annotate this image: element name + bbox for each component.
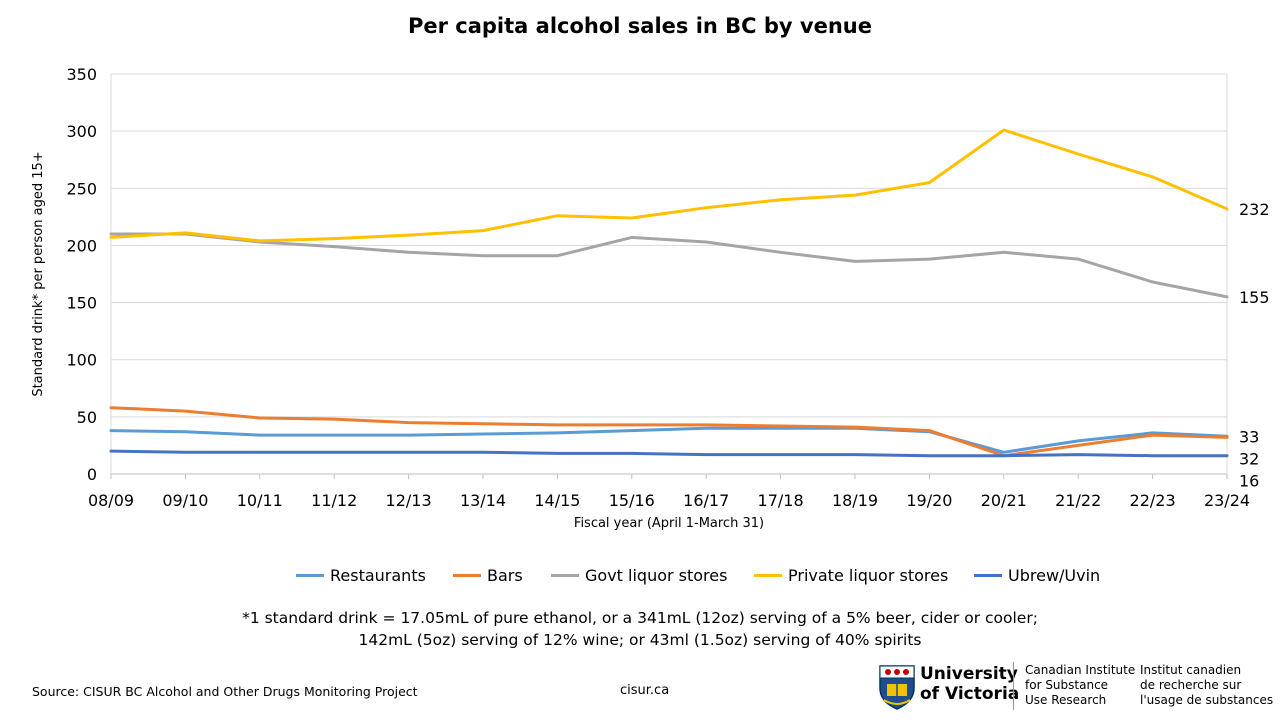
legend-item-private-liquor-stores: Private liquor stores [754,566,948,585]
x-tick-label: 08/09 [88,491,134,510]
legend-item-restaurants: Restaurants [296,566,426,585]
legend-label: Ubrew/Uvin [1008,566,1101,585]
legend-label: Private liquor stores [788,566,949,585]
line-chart: 0 50 100 150 200 250 300 350 08/09 09/10 10/11 11/1… [31,65,1270,531]
legend-item-govt-liquor-stores: Govt liquor stores [551,566,727,585]
institute-fr-line-1: Institut canadien [1140,663,1242,677]
footnote: *1 standard drink = 17.05mL of pure etha… [0,607,1280,651]
y-tick-label: 250 [66,179,97,198]
y-tick-label: 100 [66,351,97,370]
institute-en-line-2: for Substance [1025,678,1109,692]
x-tick-label: 16/17 [683,491,729,510]
source-text: Source: CISUR BC Alcohol and Other Drugs… [32,684,418,699]
x-tick-label: 18/19 [832,491,878,510]
institute-fr-line-2: de recherche sur [1140,678,1242,692]
x-tick-label: 22/23 [1130,491,1176,510]
legend-label: Govt liquor stores [585,566,728,585]
uvic-crest-icon [879,665,915,710]
institute-name-en: Canadian Institute for Substance Use Res… [1025,663,1135,708]
x-tick-label: 14/15 [534,491,580,510]
series-line-ubrew-uvin [109,449,1229,458]
y-tick-label: 0 [87,465,97,484]
x-tick-label: 20/21 [981,491,1027,510]
x-tick-label: 11/12 [311,491,357,510]
university-name-line-2: of Victoria [920,684,1020,704]
y-tick-label: 200 [66,236,97,255]
y-tick-label: 300 [66,122,97,141]
website-link[interactable]: cisur.ca [620,683,670,698]
university-name-line-1: University [920,664,1018,684]
end-label-private-liquor-stores: 232 [1239,200,1270,219]
x-axis-title: Fiscal year (April 1-March 31) [574,516,764,531]
legend-label: Restaurants [330,566,426,585]
legend-item-ubrew-uvin: Ubrew/Uvin [974,566,1100,585]
legend-swatch [551,574,579,577]
university-name: University of Victoria [920,664,1019,704]
end-label-ubrew-uvin: 16 [1239,471,1259,490]
x-tick-label: 15/16 [609,491,655,510]
series-line-restaurants [109,426,1229,454]
x-tick-label: 21/22 [1055,491,1101,510]
end-label-govt-liquor-stores: 155 [1239,288,1270,307]
x-tick-label: 09/10 [162,491,208,510]
institute-fr-line-3: l'usage de substances [1140,693,1274,707]
y-tick-label: 50 [77,408,97,427]
x-tick-label: 19/20 [906,491,952,510]
logo: University of Victoria Canadian Institut… [876,662,1276,712]
series-line-bars [109,406,1229,458]
y-tick-label: 350 [66,65,97,84]
x-tick-label: 17/18 [758,491,804,510]
x-tick-label: 10/11 [237,491,283,510]
legend-item-bars: Bars [453,566,523,585]
y-tick-label: 150 [66,294,97,313]
legend-label: Bars [487,566,523,585]
x-tick-label: 23/24 [1204,491,1250,510]
legend-swatch [754,574,782,577]
legend-swatch [453,574,481,577]
institute-en-line-3: Use Research [1025,693,1107,707]
series-line-private-liquor-stores [109,128,1229,243]
footnote-line-1: *1 standard drink = 17.05mL of pure etha… [242,609,1038,627]
legend-swatch [296,574,324,577]
y-axis-title: Standard drink* per person aged 15+ [31,151,46,396]
chart-title: Per capita alcohol sales in BC by venue [407,14,873,38]
logo-divider [1013,662,1014,710]
x-tick-label: 12/13 [386,491,432,510]
end-label-bars: 32 [1239,449,1259,468]
legend-swatch [974,574,1002,577]
footnote-line-2: 142mL (5oz) serving of 12% wine; or 43ml… [358,631,922,649]
end-label-restaurants: 33 [1239,427,1259,446]
x-tick-label: 13/14 [460,491,506,510]
institute-en-line-1: Canadian Institute [1025,663,1136,677]
series-line-govt-liquor-stores [109,232,1229,299]
institute-name-fr: Institut canadien de recherche sur l'usa… [1140,663,1273,708]
